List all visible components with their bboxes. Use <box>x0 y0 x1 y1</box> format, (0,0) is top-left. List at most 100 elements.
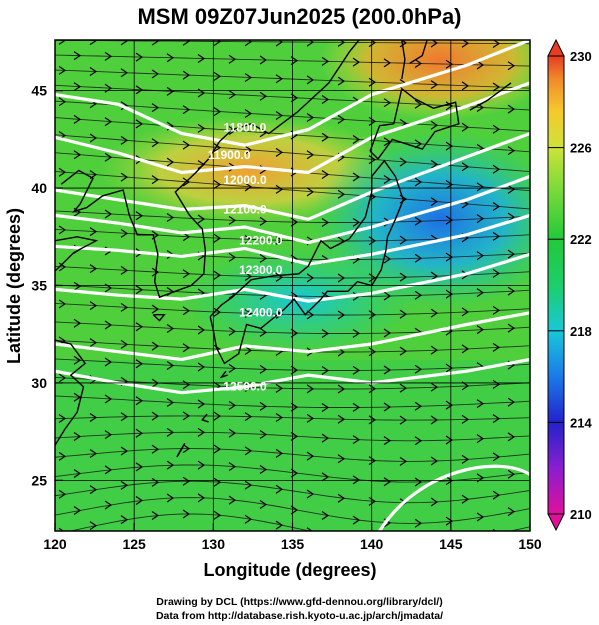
coastline <box>201 413 209 423</box>
wind-arrow <box>492 124 501 134</box>
wind-arrow <box>445 215 454 225</box>
wind-arrow <box>213 179 222 189</box>
x-axis-label: Longitude (degrees) <box>203 560 376 580</box>
wind-arrow <box>461 81 470 91</box>
wind-arrow <box>135 85 144 95</box>
wind-arrow <box>244 480 253 490</box>
wind-arrow <box>213 143 222 153</box>
wind-arrow <box>259 364 268 374</box>
colorbar-tick-label: 226 <box>570 141 592 156</box>
wind-arrow <box>182 105 191 115</box>
wind-arrow <box>120 515 129 525</box>
colorbar-tick-label: 210 <box>570 507 592 522</box>
x-tick-label: 135 <box>281 536 305 552</box>
wind-arrow <box>492 342 501 352</box>
wind-arrow <box>338 534 344 542</box>
wind-arrow <box>135 359 144 369</box>
wind-arrow <box>259 401 268 411</box>
wind-arrow <box>259 91 268 101</box>
coastline <box>469 82 512 111</box>
streamline <box>55 321 530 334</box>
colorbar: 230 226 222 218 214 210 <box>547 38 592 532</box>
y-tick-label: 25 <box>31 472 47 488</box>
wind-arrow <box>352 365 361 375</box>
wind-arrow <box>352 475 361 485</box>
wind-arrow <box>290 505 299 515</box>
wind-arrow <box>151 69 160 79</box>
contour-label: 11800.0 <box>224 121 267 135</box>
wind-arrow <box>182 444 191 454</box>
wind-arrow <box>507 432 516 442</box>
wind-arrow <box>275 110 284 120</box>
wind-arrow <box>290 402 299 412</box>
wind-arrow <box>259 430 268 440</box>
x-tick-label: 140 <box>360 536 384 552</box>
wind-arrow <box>337 384 346 394</box>
wind-arrow <box>259 55 268 65</box>
wind-arrow <box>337 114 346 124</box>
wind-arrow <box>275 448 284 458</box>
wind-arrow <box>58 413 67 423</box>
wind-arrow <box>104 320 113 330</box>
streamline <box>55 134 530 173</box>
wind-arrow <box>492 231 501 241</box>
wind-arrow <box>414 99 423 109</box>
wind-arrow <box>104 357 113 367</box>
coastline <box>152 314 166 322</box>
wind-arrow <box>89 227 98 237</box>
wind-arrow <box>352 435 361 445</box>
wind-arrow <box>476 288 485 298</box>
wind-arrow <box>166 157 175 167</box>
wind-arrow <box>89 301 98 311</box>
wind-arrow <box>306 451 315 461</box>
wind-arrow <box>151 304 160 314</box>
credit-line-data: Data from http://database.rish.kyoto-u.a… <box>155 610 444 622</box>
wind-arrow <box>461 414 470 424</box>
wind-arrow <box>197 325 206 335</box>
wind-arrow <box>461 454 470 464</box>
wind-arrow <box>445 59 454 69</box>
wind-arrow <box>492 490 501 500</box>
colorbar-scale <box>547 55 565 515</box>
wind-arrow <box>337 310 346 320</box>
wind-arrow <box>89 413 98 423</box>
wind-arrow <box>135 322 144 332</box>
wind-arrow <box>244 109 253 119</box>
wind-arrow <box>182 411 191 421</box>
wind-arrow <box>151 341 160 351</box>
wind-arrow <box>259 499 268 509</box>
wind-arrow <box>135 496 144 506</box>
streamline <box>55 69 530 89</box>
wind-arrow <box>58 489 67 499</box>
wind-arrow <box>461 307 470 317</box>
coastline <box>219 370 228 379</box>
wind-arrow <box>120 265 129 275</box>
wind-arrow <box>104 209 113 219</box>
wind-arrow <box>368 310 377 320</box>
wind-arrow <box>414 139 423 149</box>
wind-arrow <box>321 94 330 104</box>
wind-arrow <box>58 373 67 383</box>
wind-arrow <box>368 273 377 283</box>
wind-arrow <box>182 177 191 187</box>
coastline <box>55 236 99 272</box>
wind-arrow <box>197 54 206 64</box>
wind-arrow <box>414 290 423 300</box>
wind-arrow <box>492 82 501 92</box>
wind-arrow <box>182 140 191 150</box>
wind-arrow <box>104 465 113 475</box>
wind-arrow <box>383 436 392 446</box>
streamline <box>68 513 530 531</box>
wind-arrow <box>166 86 175 96</box>
wind-arrow <box>368 415 377 425</box>
streamline <box>55 84 530 111</box>
wind-arrow <box>89 67 98 77</box>
wind-arrow <box>430 497 439 507</box>
wind-streamlines <box>55 40 530 542</box>
wind-arrow <box>306 40 315 47</box>
wind-arrow <box>182 306 191 316</box>
wind-arrow <box>321 56 330 66</box>
wind-arrow <box>414 477 423 487</box>
colorbar-tick-label: 222 <box>570 232 592 247</box>
wind-arrow <box>399 309 408 319</box>
